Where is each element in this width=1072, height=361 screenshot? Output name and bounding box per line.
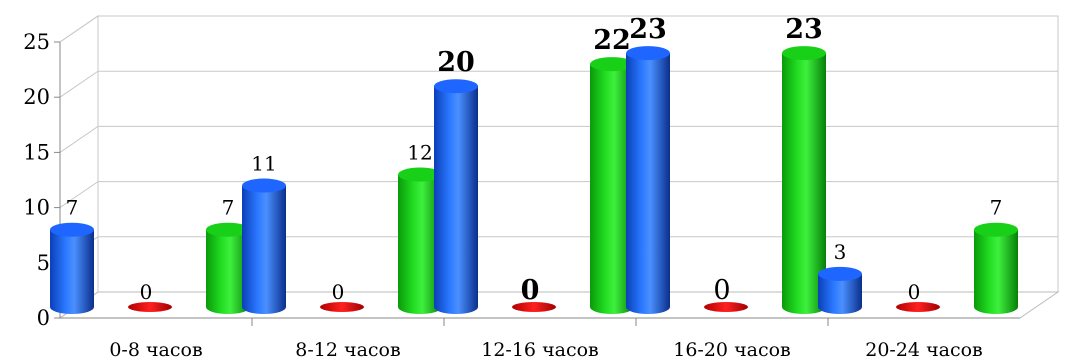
data-label: 0 [521, 275, 540, 306]
data-label: 23 [629, 14, 667, 45]
data-label: 3 [834, 240, 847, 264]
bar-series1-0 [50, 222, 94, 314]
x-tick-label: 12-16 часов [481, 339, 598, 361]
bar-top [974, 222, 1018, 237]
bar-body [50, 229, 94, 314]
y-tick-label: 25 [23, 30, 50, 54]
bar-top [206, 222, 250, 237]
bar-zero-disk [128, 302, 172, 312]
bar-body [818, 273, 862, 314]
data-label: 7 [990, 196, 1003, 220]
data-label: 0 [713, 275, 730, 306]
bar-zero-disk [320, 302, 364, 312]
gridline [59, 181, 1058, 209]
gridline [59, 70, 1058, 98]
x-tick-label: 8-12 часов [295, 339, 400, 361]
y-tick-label: 15 [23, 140, 50, 164]
y-tick-label: 0 [37, 306, 50, 330]
gridline [59, 125, 1058, 153]
bar-top [626, 46, 670, 61]
bar-series2-3 [704, 302, 748, 312]
bar-top [590, 57, 634, 72]
data-label: 22 [593, 25, 631, 56]
data-label: 23 [785, 14, 823, 45]
bar-zero-disk [896, 302, 940, 312]
bar-series1-1 [242, 178, 286, 314]
x-tick-label: 0-8 часов [109, 339, 202, 361]
bar-zero-disk [704, 302, 748, 312]
bar-series2-1 [320, 302, 364, 312]
bar-series2-4 [896, 302, 940, 312]
bar-body [782, 53, 826, 314]
bar-top [50, 222, 94, 237]
y-tick-label: 10 [23, 196, 50, 220]
bar-top [434, 79, 478, 94]
bar-series3-1 [398, 167, 442, 314]
data-label: 7 [222, 196, 235, 220]
x-axis-ticks: 0-8 часов 8-12 часов 12-16 часов 16-20 часо… [109, 339, 982, 361]
bar-top [818, 266, 862, 281]
bar-series1-2 [434, 79, 478, 314]
y-axis-ticks: 0 5 10 15 20 25 [23, 30, 50, 330]
bar-body [626, 53, 670, 314]
data-label: 20 [437, 47, 475, 78]
data-label: 11 [251, 152, 276, 176]
x-tick-label: 20-24 часов [865, 339, 982, 361]
data-label: 0 [332, 280, 345, 304]
bar-series1-3 [626, 46, 670, 314]
bar-body [206, 229, 250, 314]
data-label: 7 [66, 196, 79, 220]
bar-series1-4 [818, 266, 862, 314]
bar-body [974, 229, 1018, 314]
bar-body [590, 64, 634, 315]
bar-series3-4 [974, 222, 1018, 314]
bars [50, 46, 1018, 315]
bar-zero-disk [512, 302, 556, 312]
data-label: 0 [140, 280, 153, 304]
bar-body [398, 174, 442, 314]
bar-top [242, 178, 286, 193]
bar-series2-2 [512, 302, 556, 312]
gridlines [59, 15, 1058, 264]
y-tick-label: 5 [37, 251, 50, 275]
bar-top [782, 46, 826, 61]
y-tick-label: 20 [23, 85, 50, 109]
data-label: 0 [908, 280, 921, 304]
bar-body [434, 86, 478, 314]
bar-top [398, 167, 442, 182]
bar-body [242, 185, 286, 314]
bar-series3-2 [590, 57, 634, 315]
bar-series2-0 [128, 302, 172, 312]
x-tick-label: 16-20 часов [673, 339, 790, 361]
bar-series3-3 [782, 46, 826, 314]
gridline [59, 15, 1058, 43]
bar-series3-0 [206, 222, 250, 314]
data-label: 12 [407, 141, 432, 165]
